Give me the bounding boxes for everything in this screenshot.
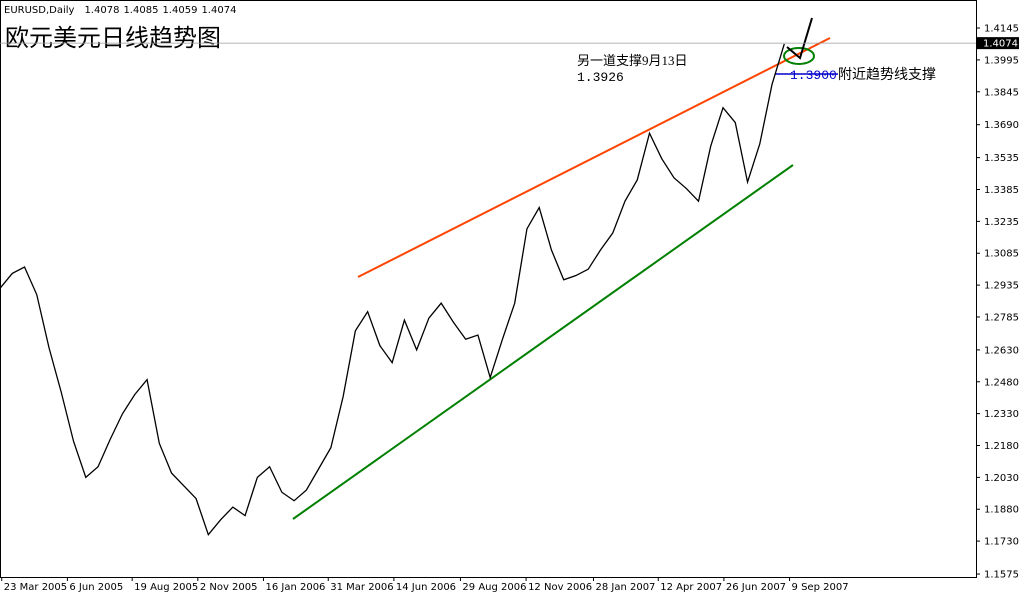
x-tick-label: 12 Nov 2006 xyxy=(528,582,592,593)
x-tick-label: 23 Mar 2005 xyxy=(4,582,67,593)
x-tick-label: 14 Jun 2006 xyxy=(396,582,456,593)
x-tick-label: 12 Apr 2007 xyxy=(660,582,722,593)
annotation: 1.3900 xyxy=(790,68,837,83)
current-price-label: 1.4074 xyxy=(983,39,1018,50)
header-value: 1.4059 xyxy=(162,5,197,16)
y-tick-label: 1.3085 xyxy=(984,249,1019,260)
arrow xyxy=(786,17,813,60)
annotation: 另一道支撑9月13日 xyxy=(577,53,688,68)
header-value: 1.4074 xyxy=(201,5,236,16)
y-tick-label: 1.3235 xyxy=(984,217,1019,228)
y-tick-label: 1.3690 xyxy=(984,120,1019,131)
header-value: 1.4078 xyxy=(84,5,119,16)
x-tick-label: 28 Jan 2007 xyxy=(595,582,655,593)
x-tick-label: 29 Aug 2006 xyxy=(462,582,526,593)
x-tick-label: 26 Jun 2007 xyxy=(726,582,786,593)
y-tick-label: 1.1730 xyxy=(984,537,1019,548)
resistance-trendline xyxy=(357,37,831,278)
annotation: 1.3926 xyxy=(577,70,624,85)
y-tick-label: 1.1575 xyxy=(984,570,1019,581)
header-value: 1.4085 xyxy=(123,5,158,16)
y-tick-label: 1.3995 xyxy=(984,55,1019,66)
y-tick-label: 1.2330 xyxy=(984,409,1019,420)
current-price-box xyxy=(977,37,1019,50)
chart-title: 欧元美元日线趋势图 xyxy=(5,25,221,52)
y-tick-label: 1.2180 xyxy=(984,441,1019,452)
highlight-ellipse xyxy=(783,47,815,65)
symbol: EURUSD,Daily xyxy=(4,5,75,16)
y-tick-label: 1.3845 xyxy=(984,87,1019,98)
price-line xyxy=(0,43,785,537)
y-tick-label: 1.3385 xyxy=(984,185,1019,196)
x-tick-label: 6 Jun 2005 xyxy=(69,582,123,593)
annotation: 附近趋势线支撑 xyxy=(838,67,936,83)
y-tick-label: 1.2480 xyxy=(984,377,1019,388)
y-tick-label: 1.2935 xyxy=(984,281,1019,292)
y-tick-label: 1.2785 xyxy=(984,312,1019,323)
x-tick-label: 9 Sep 2007 xyxy=(792,582,849,593)
y-tick-label: 1.2630 xyxy=(984,345,1019,356)
x-tick-label: 19 Aug 2005 xyxy=(134,582,198,593)
x-tick-label: 16 Jan 2006 xyxy=(265,582,325,593)
y-tick-label: 1.4145 xyxy=(984,24,1019,35)
plot-frame xyxy=(0,0,977,578)
y-tick-label: 1.3535 xyxy=(984,153,1019,164)
y-tick-label: 1.1880 xyxy=(984,505,1019,516)
x-tick-label: 31 Mar 2006 xyxy=(330,582,393,593)
support-trendline xyxy=(292,164,794,520)
x-tick-label: 2 Nov 2005 xyxy=(200,582,258,593)
y-tick-label: 1.2030 xyxy=(984,473,1019,484)
